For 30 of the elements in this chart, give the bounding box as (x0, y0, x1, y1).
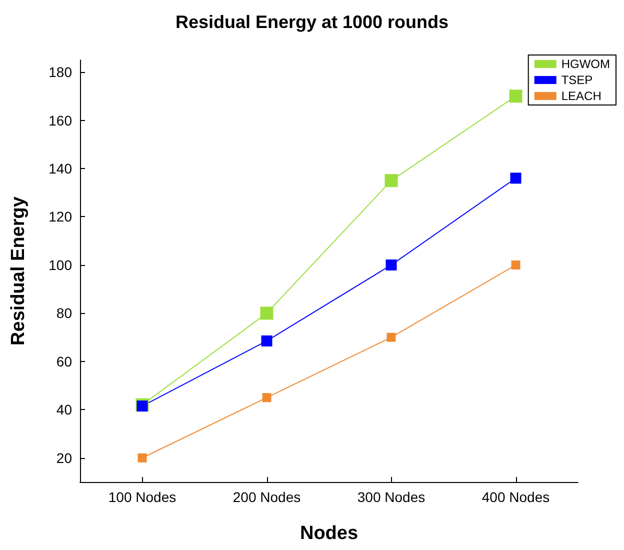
y-tick-label: 20 (56, 450, 72, 466)
point (511, 260, 520, 270)
y-tick-label: 60 (56, 353, 72, 370)
y-tick-label: 120 (48, 208, 72, 225)
x-tick-label: 200 Nodes (232, 489, 301, 505)
y-tick-label: 160 (48, 112, 72, 128)
y-tick-label: 80 (56, 305, 72, 322)
y-tick-label: 180 (48, 64, 72, 80)
point (136, 400, 148, 412)
y-tick-label: 40 (56, 402, 72, 418)
point (386, 259, 397, 270)
point (262, 393, 272, 402)
x-tick-label: 100 Nodes (108, 489, 176, 505)
y-axis-title: Residual Energy (8, 196, 29, 346)
point (509, 90, 522, 103)
legend-label: HGWOM (561, 57, 610, 71)
legend-label: LEACH (561, 89, 602, 103)
y-tick-label: 140 (48, 160, 72, 177)
point (384, 174, 398, 188)
x-axis-title: Nodes (300, 523, 358, 544)
point (261, 335, 272, 346)
point (386, 332, 396, 342)
point (260, 306, 274, 320)
point (510, 172, 522, 184)
point (138, 453, 147, 462)
legend-label: TSEP (561, 73, 593, 87)
x-tick-label: 300 Nodes (357, 489, 426, 505)
chart-title: Residual Energy at 1000 rounds (175, 12, 449, 32)
x-tick-label: 400 Nodes (482, 489, 550, 505)
y-tick-label: 100 (48, 256, 72, 273)
